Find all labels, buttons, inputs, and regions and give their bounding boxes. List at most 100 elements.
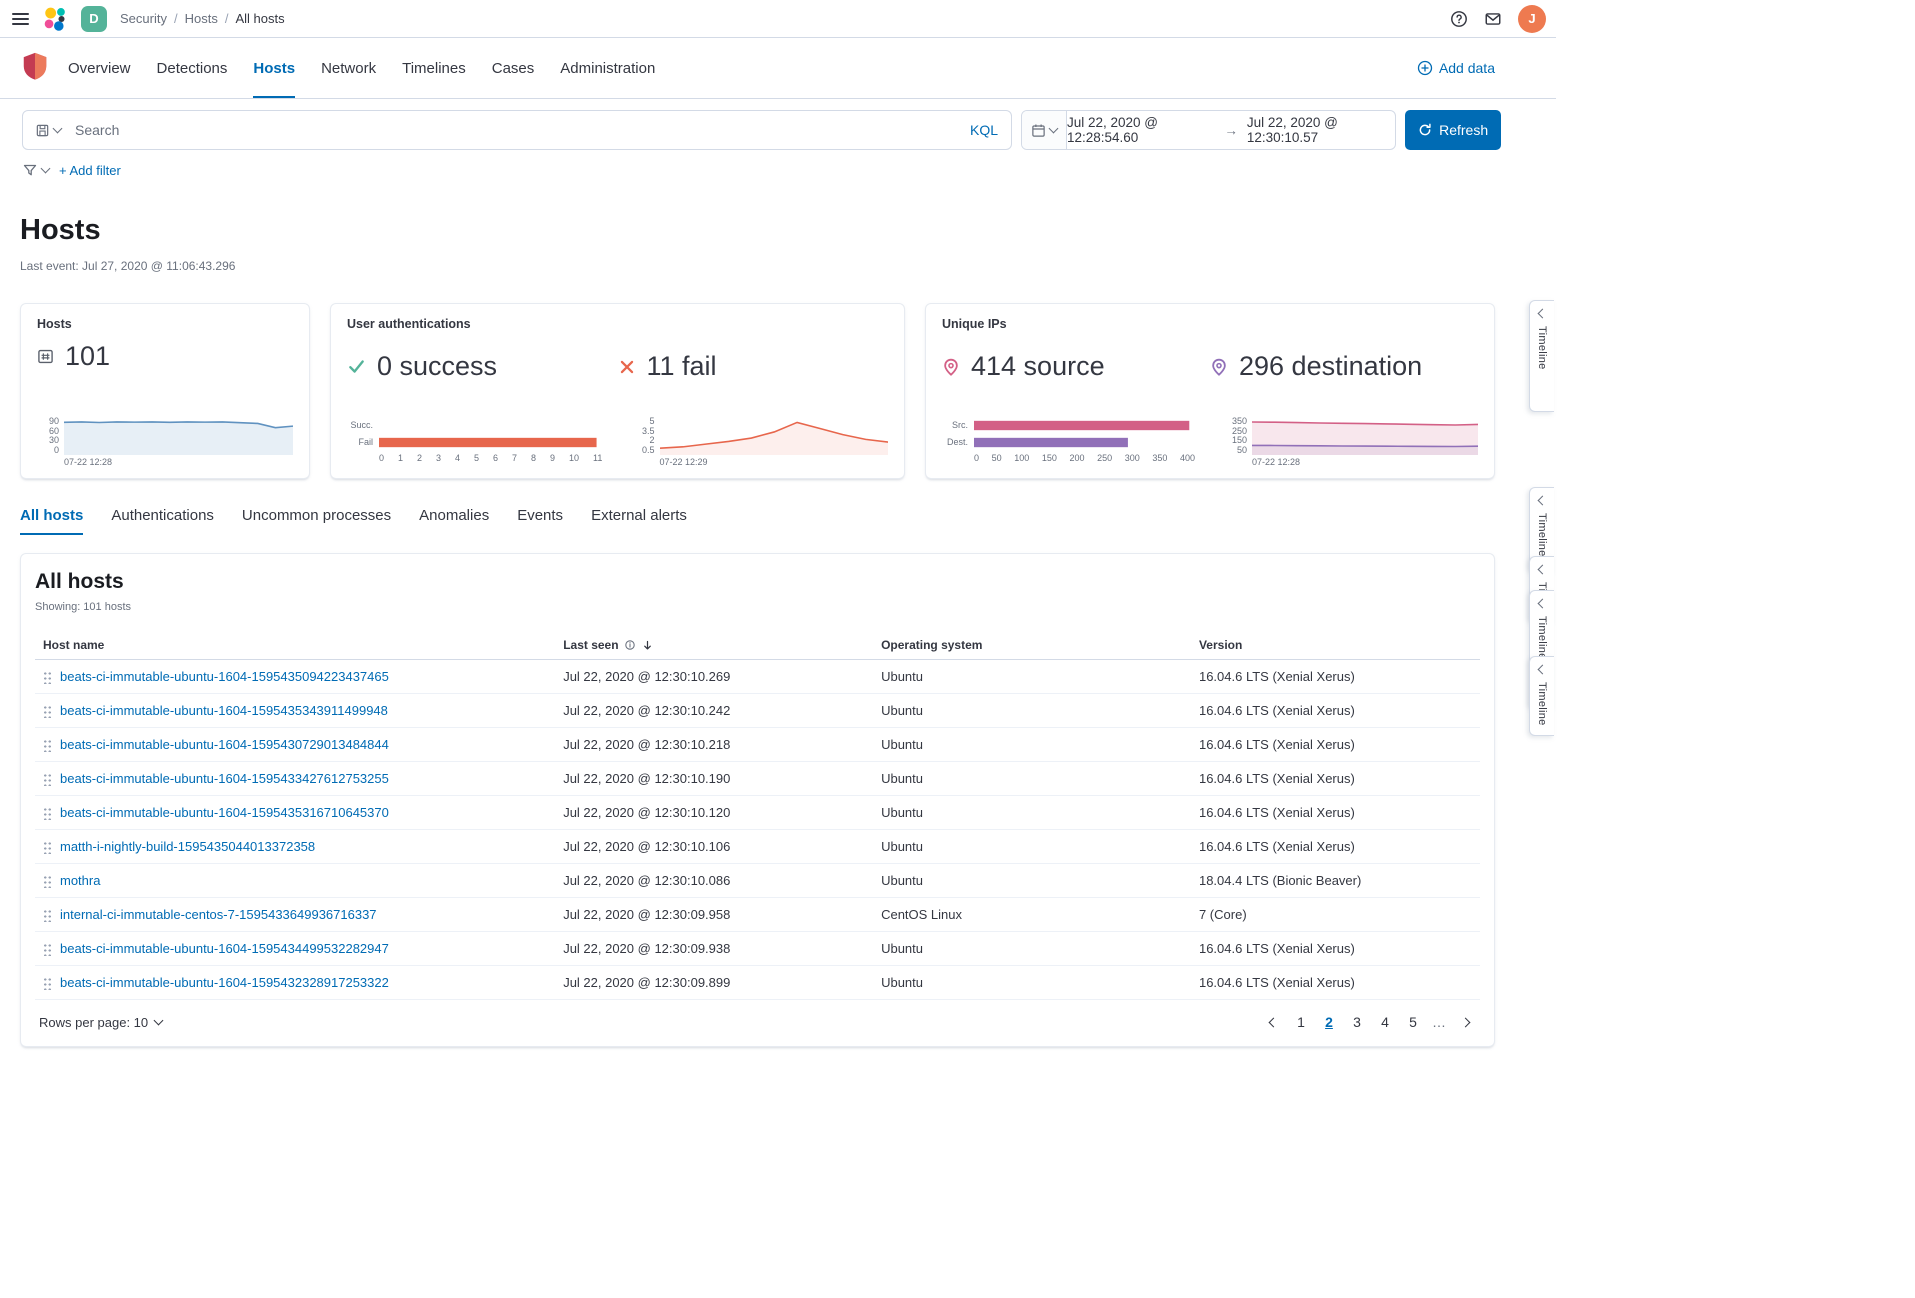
tick: 3 — [436, 454, 441, 464]
tick: 4 — [455, 454, 460, 464]
nav-tab-overview[interactable]: Overview — [68, 38, 131, 98]
breadcrumb-separator: / — [174, 11, 178, 26]
nav-tab-cases[interactable]: Cases — [492, 38, 535, 98]
tab-authentications[interactable]: Authentications — [111, 507, 214, 535]
tick: 300 — [1125, 454, 1140, 464]
host-link[interactable]: beats-ci-immutable-ubuntu-1604-159543342… — [60, 771, 389, 786]
page-4-button[interactable]: 4 — [1374, 1010, 1396, 1034]
drag-handle-icon[interactable] — [43, 704, 52, 718]
previous-page-button[interactable] — [1262, 1010, 1284, 1034]
host-link[interactable]: beats-ci-immutable-ubuntu-1604-159543232… — [60, 975, 389, 990]
drag-handle-icon[interactable] — [43, 942, 52, 956]
timeline-flyout-button[interactable]: Timeline — [1529, 656, 1554, 736]
sort-down-icon — [641, 639, 654, 652]
auth-bar-chart — [379, 417, 603, 451]
saved-query-icon — [35, 123, 50, 138]
auth-bar-x-axis: 0 1 2 3 4 5 6 7 8 9 10 11 — [379, 451, 603, 464]
all-hosts-panel: All hosts Showing: 101 hosts Host name L… — [20, 553, 1495, 1047]
filter-options-button[interactable] — [22, 162, 49, 178]
table-row: beats-ci-immutable-ubuntu-1604-159543072… — [35, 728, 1480, 762]
timeline-flyout-button[interactable]: Timeline — [1529, 300, 1554, 412]
tick: 6 — [493, 454, 498, 464]
nav-tab-network[interactable]: Network — [321, 38, 376, 98]
tick: 250 — [1225, 427, 1247, 436]
drag-handle-icon[interactable] — [43, 670, 52, 684]
mail-icon — [1484, 10, 1502, 28]
version-cell: 16.04.6 LTS (Xenial Xerus) — [1191, 694, 1480, 728]
column-header-host-name[interactable]: Host name — [43, 638, 547, 652]
ips-area-chart — [1252, 417, 1478, 455]
tab-uncommon-processes[interactable]: Uncommon processes — [242, 507, 391, 535]
host-link[interactable]: matth-i-nightly-build-159543504401337235… — [60, 839, 315, 854]
page-3-button[interactable]: 3 — [1346, 1010, 1368, 1034]
add-data-button[interactable]: Add data — [1417, 60, 1495, 76]
space-avatar[interactable]: D — [81, 6, 107, 32]
table-row: internal-ci-immutable-centos-7-159543364… — [35, 898, 1480, 932]
chevron-left-icon — [1537, 665, 1547, 675]
os-cell: Ubuntu — [873, 966, 1191, 1000]
host-link[interactable]: internal-ci-immutable-centos-7-159543364… — [60, 907, 377, 922]
add-filter-button[interactable]: + Add filter — [59, 163, 121, 178]
host-link[interactable]: beats-ci-immutable-ubuntu-1604-159543449… — [60, 941, 389, 956]
page-title: Hosts — [20, 214, 1496, 247]
breadcrumb-hosts[interactable]: Hosts — [185, 11, 218, 26]
breadcrumb-security[interactable]: Security — [120, 11, 167, 26]
drag-handle-icon[interactable] — [43, 738, 52, 752]
kpi-ips-title: Unique IPs — [942, 317, 1478, 331]
version-cell: 16.04.6 LTS (Xenial Xerus) — [1191, 728, 1480, 762]
column-header-version[interactable]: Version — [1199, 638, 1472, 652]
kql-language-toggle[interactable]: KQL — [957, 122, 1011, 138]
nav-tab-hosts[interactable]: Hosts — [253, 38, 295, 98]
tab-all-hosts[interactable]: All hosts — [20, 507, 83, 535]
host-link[interactable]: beats-ci-immutable-ubuntu-1604-159543072… — [60, 737, 389, 752]
drag-handle-icon[interactable] — [43, 908, 52, 922]
drag-handle-icon[interactable] — [43, 874, 52, 888]
kpi-cards-row: Hosts 101 90 60 30 0 — [0, 273, 1556, 479]
page-2-button[interactable]: 2 — [1318, 1010, 1340, 1034]
tick: 2 — [633, 436, 655, 445]
last-seen-cell: Jul 22, 2020 @ 12:30:10.086 — [555, 864, 873, 898]
page-5-button[interactable]: 5 — [1402, 1010, 1424, 1034]
ips-bar-x-axis: 0 50 100 150 200 250 300 350 400 — [974, 451, 1195, 464]
newsfeed-button[interactable] — [1484, 10, 1502, 28]
host-link[interactable]: beats-ci-immutable-ubuntu-1604-159543534… — [60, 703, 388, 718]
next-page-button[interactable] — [1454, 1010, 1476, 1034]
drag-handle-icon[interactable] — [43, 772, 52, 786]
help-button[interactable] — [1450, 10, 1468, 28]
nav-tab-administration[interactable]: Administration — [560, 38, 655, 98]
refresh-button[interactable]: Refresh — [1405, 110, 1501, 150]
timeline-label: Timeline — [1536, 326, 1548, 370]
column-header-last-seen[interactable]: Last seen — [563, 638, 865, 652]
user-avatar[interactable]: J — [1518, 5, 1546, 33]
ips-area-x-label: 07-22 12:28 — [1252, 455, 1478, 468]
nav-tab-timelines[interactable]: Timelines — [402, 38, 466, 98]
tick: 350 — [1152, 454, 1167, 464]
host-link[interactable]: beats-ci-immutable-ubuntu-1604-159543531… — [60, 805, 389, 820]
host-link[interactable]: beats-ci-immutable-ubuntu-1604-159543509… — [60, 669, 389, 684]
tab-external-alerts[interactable]: External alerts — [591, 507, 687, 535]
elastic-logo-icon — [42, 6, 68, 32]
menu-hamburger-icon[interactable] — [12, 13, 29, 25]
timeline-label: Timeline — [1536, 682, 1548, 726]
elastic-logo[interactable] — [42, 6, 68, 32]
host-link[interactable]: mothra — [60, 873, 100, 888]
rows-per-page-button[interactable]: Rows per page: 10 — [39, 1015, 162, 1030]
security-app-logo — [20, 51, 50, 86]
drag-handle-icon[interactable] — [43, 840, 52, 854]
drag-handle-icon[interactable] — [43, 976, 52, 990]
quick-select-date-button[interactable] — [1022, 111, 1067, 149]
date-range-end[interactable]: Jul 22, 2020 @ 12:30:10.57 — [1247, 115, 1395, 145]
tab-anomalies[interactable]: Anomalies — [419, 507, 489, 535]
page-1-button[interactable]: 1 — [1290, 1010, 1312, 1034]
search-input[interactable] — [73, 121, 957, 139]
topbar-right-actions: J — [1450, 5, 1552, 33]
bar-label: Src. — [942, 421, 968, 430]
date-range-start[interactable]: Jul 22, 2020 @ 12:28:54.60 — [1067, 115, 1215, 145]
version-cell: 16.04.6 LTS (Xenial Xerus) — [1191, 830, 1480, 864]
saved-query-menu-button[interactable] — [23, 111, 73, 149]
column-header-operating-system[interactable]: Operating system — [881, 638, 1183, 652]
tab-events[interactable]: Events — [517, 507, 563, 535]
last-seen-cell: Jul 22, 2020 @ 12:30:10.106 — [555, 830, 873, 864]
drag-handle-icon[interactable] — [43, 806, 52, 820]
nav-tab-detections[interactable]: Detections — [157, 38, 228, 98]
